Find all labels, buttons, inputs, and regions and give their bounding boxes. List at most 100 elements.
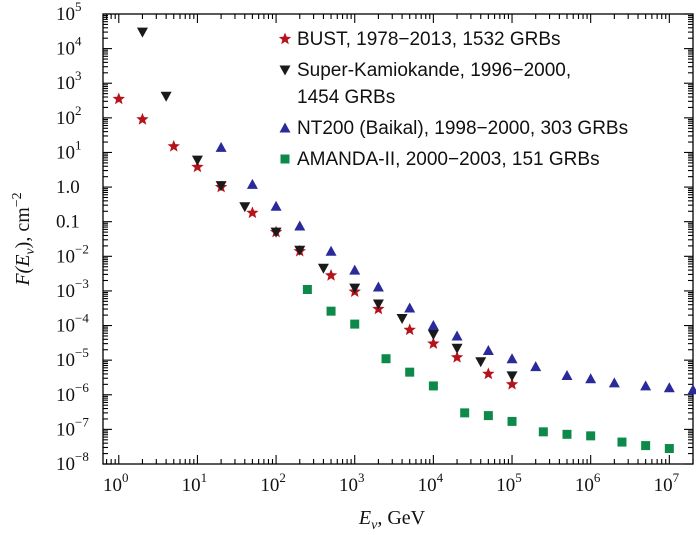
data-point-star — [505, 377, 519, 390]
data-point-triangle-up — [585, 373, 597, 384]
data-point-triangle-up — [663, 382, 675, 393]
data-point-triangle-up — [451, 330, 463, 341]
y-tick-label: 10−3 — [56, 276, 89, 302]
data-point-triangle-down — [372, 299, 384, 310]
data-point-triangle-up — [427, 320, 439, 331]
data-point-triangle-up — [506, 353, 518, 364]
data-point-square — [538, 427, 548, 437]
data-point-triangle-up — [640, 380, 652, 391]
legend-entry: NT200 (Baikal), 1998−2000, 303 GRBs — [297, 118, 628, 139]
data-point-triangle-down — [239, 202, 251, 213]
data-point-star — [112, 92, 125, 105]
data-point-square — [302, 284, 312, 294]
x-tick-label: 102 — [260, 470, 286, 496]
legend: BUST, 1978−2013, 1532 GRBs Super-Kamiokan… — [278, 29, 628, 170]
data-point-star — [403, 323, 416, 336]
data-point-triangle-down — [270, 227, 282, 238]
y-axis-label-exp: −2 — [10, 192, 25, 207]
data-point-star — [482, 367, 495, 380]
y-tick-label: 105 — [56, 0, 82, 25]
legend-entry: BUST, 1978−2013, 1532 GRBs — [297, 29, 561, 50]
data-points — [112, 27, 696, 454]
data-point-triangle-down — [451, 343, 463, 354]
data-point-star — [167, 139, 180, 152]
data-point-triangle-down — [294, 245, 306, 256]
data-point-star — [450, 350, 464, 363]
data-point-square — [664, 444, 674, 454]
data-point-triangle-up — [561, 370, 573, 381]
y-tick-label: 102 — [56, 103, 82, 129]
data-point-square — [586, 431, 596, 441]
legend-entry: Super-Kamiokande, 1996−2000, — [297, 60, 571, 81]
legend-marker-square — [280, 154, 290, 164]
data-point-star — [191, 160, 204, 173]
data-point-triangle-down — [317, 263, 329, 274]
data-point-square — [428, 381, 438, 391]
y-tick-label: 0.1 — [56, 212, 80, 233]
data-point-square — [405, 367, 415, 377]
data-point-star — [136, 112, 149, 125]
legend-marker-star — [278, 32, 292, 45]
x-axis-label-sub: ν — [371, 518, 378, 533]
data-point-square — [483, 411, 493, 421]
y-tick-label: 10−8 — [56, 449, 89, 475]
data-point-square — [326, 306, 336, 316]
data-point-triangle-down — [349, 283, 361, 294]
data-point-triangle-down — [475, 357, 487, 368]
data-point-triangle-down — [160, 91, 172, 102]
y-axis-label-unit: ), cm — [12, 207, 34, 249]
legend-marker-triangle-up — [279, 122, 291, 133]
data-point-triangle-up — [270, 200, 282, 211]
x-tick-labels: 100 101 102 103 104 105 106 107 — [103, 470, 680, 496]
tick-marks — [103, 13, 694, 465]
legend-entry-line2: 1454 GRBs — [297, 87, 395, 108]
data-point-square — [460, 408, 470, 418]
data-point-square — [381, 354, 391, 364]
data-point-triangle-up — [687, 384, 696, 395]
x-tick-label: 104 — [418, 470, 444, 496]
data-point-square — [562, 429, 572, 439]
y-axis-label-sub: ν — [23, 248, 38, 255]
y-tick-label: 103 — [56, 68, 82, 94]
data-point-triangle-up — [325, 245, 337, 256]
data-point-triangle-up — [608, 377, 620, 388]
y-tick-label: 10−6 — [56, 380, 89, 406]
data-point-triangle-up — [349, 264, 361, 275]
x-tick-label: 105 — [496, 470, 521, 496]
data-point-triangle-up — [372, 281, 384, 292]
data-point-triangle-up — [215, 141, 227, 152]
x-tick-label: 107 — [654, 470, 680, 496]
data-point-triangle-down — [396, 313, 408, 324]
x-tick-label: 101 — [182, 470, 208, 496]
data-point-triangle-up — [294, 220, 306, 231]
series-2 — [215, 141, 696, 395]
x-tick-label: 106 — [575, 470, 601, 496]
x-tick-label: 103 — [339, 470, 365, 496]
legend-entry: AMANDA-II, 2000−2003, 151 GRBs — [297, 149, 600, 170]
x-axis-label-main: E — [358, 507, 371, 529]
y-tick-label: 104 — [56, 34, 82, 60]
y-tick-labels: 105 104 103 102 101 1.0 0.1 10−2 10−3 10−4 10−5 10−… — [56, 0, 89, 475]
data-point-triangle-up — [246, 178, 258, 189]
data-point-triangle-down — [506, 371, 518, 382]
data-point-square — [617, 437, 627, 447]
data-point-star — [427, 337, 440, 349]
y-tick-label: 10−4 — [56, 311, 89, 337]
data-point-square — [641, 441, 651, 451]
y-axis-label-main: F(E — [12, 255, 34, 287]
data-point-square — [507, 416, 517, 426]
legend-marker-triangle-down — [279, 65, 291, 76]
x-axis-label: Eν, GeV — [358, 507, 426, 533]
x-axis-label-unit: , GeV — [377, 507, 425, 529]
series-3 — [302, 284, 674, 454]
y-tick-label: 10−7 — [56, 414, 89, 440]
series-1 — [136, 27, 518, 382]
data-point-triangle-up — [404, 302, 416, 313]
data-point-triangle-up — [530, 361, 542, 372]
data-point-triangle-down — [215, 181, 227, 192]
data-point-star — [324, 268, 338, 281]
data-point-triangle-down — [136, 27, 148, 38]
y-tick-label: 10−5 — [56, 345, 89, 371]
